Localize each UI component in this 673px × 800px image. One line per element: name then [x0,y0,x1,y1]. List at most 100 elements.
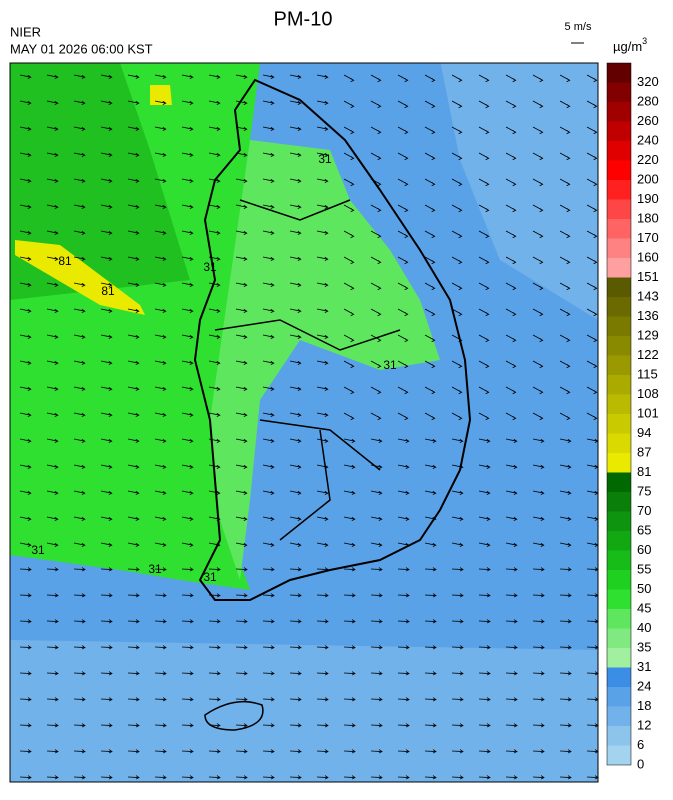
wind-arrow [73,775,86,780]
wind-arrow [316,645,329,650]
green-field-light [210,140,440,580]
wind-arrow [46,308,59,314]
wind-arrow [289,74,302,80]
wind-arrow [532,152,544,161]
wind-arrow [343,542,356,548]
wind-arrow [424,308,436,317]
wind-arrow [370,542,383,548]
wind-arrow [73,100,86,106]
wind-arrow [397,100,409,109]
wind-arrow [73,671,86,676]
wind-arrow [289,697,302,702]
wind-arrow [208,516,221,522]
wind-arrow [316,412,329,418]
wind-arrow [235,308,248,314]
wind-arrow [505,723,518,728]
wind-arrow [100,490,113,496]
wind-arrow [397,230,409,239]
wind-arrow [262,671,275,676]
wind-arrow [343,230,355,239]
wind-arrow [532,230,544,239]
colorbar-cell [607,219,631,239]
wind-arrow [100,593,113,598]
wind-arrow [532,334,544,343]
colorbar-cell [607,238,631,258]
wind-arrow [532,593,545,598]
wind-arrow [235,412,248,418]
wind-arrow [424,178,436,187]
wind-arrow [262,308,275,314]
wind-arrow [370,308,382,317]
wind-arrow [424,360,436,369]
wind-arrow [370,723,383,728]
colorbar-label: 40 [637,620,651,635]
wind-arrow [181,74,194,80]
wind-arrow [343,438,356,444]
wind-arrow [262,542,275,548]
wind-arrow [316,697,329,702]
wind-arrow [586,386,598,395]
wind-arrow [505,438,518,444]
wind-arrow [397,74,409,83]
wind-arrow [343,386,355,395]
wind-arrow [235,619,248,624]
wind-arrow [19,230,32,236]
wind-arrow [100,464,113,470]
wind-arrow [181,178,194,184]
wind-arrow [343,464,356,470]
wind-arrow [235,749,248,754]
wind-arrow [370,567,383,572]
wind-arrow [235,256,248,262]
wind-arrow [424,152,436,161]
wind-arrow [532,386,544,395]
wind-arrow [424,593,437,598]
wind-arrow [262,256,275,262]
wind-arrow [343,567,356,572]
wind-arrow [370,412,382,421]
colorbar-label: 0 [637,756,644,771]
wind-arrow [127,542,140,548]
wind-arrow [19,516,32,522]
wind-arrow [181,516,194,522]
wind-arrow [100,438,113,444]
colorbar-label: 180 [637,210,659,225]
wind-arrow [19,100,32,106]
wind-arrow [451,230,463,239]
wind-arrow [316,308,329,314]
wind-arrow [100,282,113,288]
wind-arrow [46,178,59,184]
wind-arrow [559,100,571,109]
wind-arrow [73,204,86,210]
wind-arrow [451,697,464,702]
wind-arrow [559,619,572,624]
wind-arrow [262,204,275,210]
wind-arrow [289,152,302,158]
colorbar-label: 55 [637,561,651,576]
wind-arrow [424,516,437,522]
wind-arrow [532,775,545,780]
wind-arrow [19,723,32,728]
wind-arrow [397,334,409,343]
wind-arrow [127,412,140,418]
colorbar-cell [607,511,631,531]
wind-arrow [370,152,382,161]
wind-arrow [154,334,167,340]
wind-arrow [73,645,86,650]
wind-arrow [451,308,463,317]
colorbar-label: 87 [637,444,651,459]
wind-arrow [19,490,32,496]
wind-arrow [127,230,140,236]
colorbar-cell [607,82,631,102]
contour-label: 31 [383,358,397,372]
wind-arrow [262,516,275,522]
wind-arrow [505,100,517,109]
wind-arrow [478,490,491,496]
wind-arrow [73,749,86,754]
wind-arrow [532,542,545,548]
wind-arrow [451,360,463,369]
wind-arrow [559,542,572,548]
wind-arrow [127,126,140,132]
wind-arrow [370,360,382,369]
wind-arrow [100,334,113,340]
wind-arrow [532,697,545,702]
